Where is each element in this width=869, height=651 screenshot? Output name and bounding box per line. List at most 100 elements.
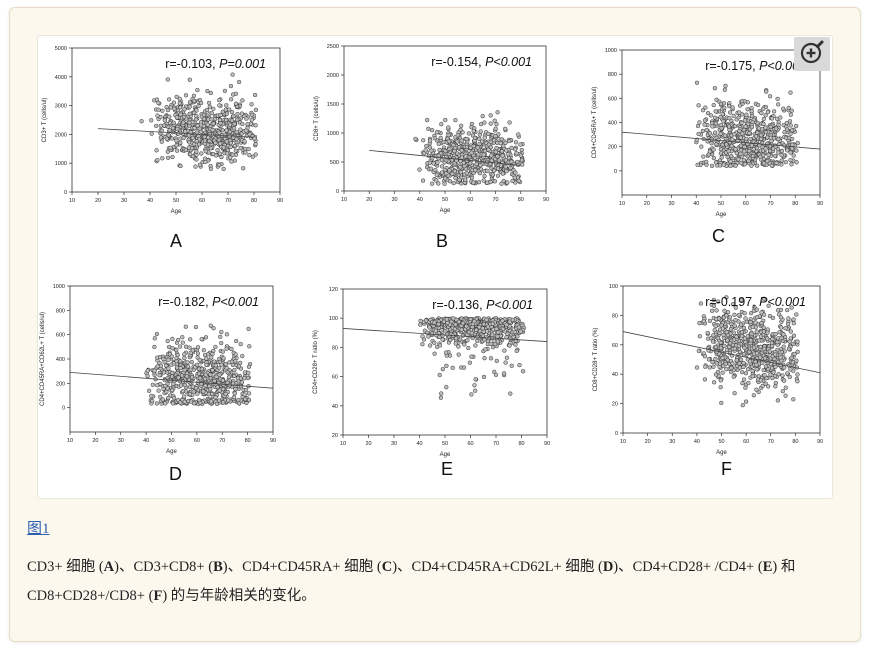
data-point — [700, 108, 706, 113]
data-point — [503, 140, 508, 145]
y-tick-label: 2000 — [327, 73, 339, 79]
data-point — [209, 391, 215, 397]
data-point — [519, 157, 525, 163]
data-point — [495, 339, 500, 344]
data-point — [725, 338, 730, 343]
data-point — [791, 153, 796, 158]
data-point — [510, 317, 515, 323]
data-point — [240, 98, 245, 103]
data-point — [488, 179, 493, 185]
data-point — [206, 135, 211, 140]
data-point — [786, 105, 791, 111]
data-point — [176, 131, 181, 136]
data-point — [452, 169, 457, 174]
data-point — [170, 336, 175, 342]
data-point — [733, 147, 738, 152]
data-point — [783, 160, 788, 165]
data-point — [217, 98, 222, 103]
data-point — [770, 336, 775, 342]
data-point — [710, 359, 715, 365]
data-point — [755, 163, 760, 168]
data-point — [742, 162, 747, 167]
x-tick-label: 50 — [718, 439, 724, 445]
data-point — [500, 326, 506, 332]
data-point — [208, 323, 213, 328]
data-point — [453, 117, 458, 123]
data-point — [156, 107, 161, 112]
data-point — [761, 346, 767, 351]
x-tick-label: 50 — [442, 197, 448, 203]
x-tick-label: 10 — [67, 438, 73, 444]
scatter-panel-e: 10 20 30 40 50 60 70 80 9020406080100120AgeCD4+C… — [313, 287, 550, 458]
data-point — [478, 163, 483, 168]
data-point — [481, 321, 487, 327]
trend-line — [97, 128, 255, 138]
data-point — [181, 120, 186, 125]
panel-letter-d: D — [169, 464, 182, 484]
data-point — [156, 388, 161, 393]
data-point — [236, 401, 242, 406]
data-point — [781, 378, 787, 383]
data-point — [439, 391, 444, 396]
data-point — [710, 339, 716, 344]
data-point — [203, 372, 208, 377]
data-point — [493, 156, 498, 162]
data-point — [743, 399, 749, 404]
caption-panel-letter: A — [103, 559, 115, 575]
data-point — [776, 122, 781, 128]
data-point — [769, 365, 775, 371]
data-point — [466, 131, 472, 136]
data-point — [742, 336, 748, 341]
data-point — [721, 162, 726, 167]
data-point — [778, 307, 784, 313]
data-point — [778, 355, 783, 360]
data-point — [181, 135, 186, 141]
data-point — [190, 348, 195, 353]
p-value: P<0.001 — [759, 295, 806, 309]
data-point — [791, 317, 796, 322]
zoom-button[interactable] — [794, 37, 830, 71]
data-point — [697, 120, 702, 125]
x-tick-label: 30 — [669, 439, 675, 445]
data-point — [247, 344, 252, 349]
data-point — [759, 110, 764, 116]
data-point — [201, 112, 207, 118]
x-tick-label: 80 — [792, 439, 798, 445]
data-point — [715, 335, 721, 341]
data-point — [699, 144, 704, 149]
data-point — [246, 364, 252, 369]
data-point — [778, 315, 784, 320]
figure-link[interactable]: 图1 — [27, 521, 50, 537]
data-point — [788, 158, 793, 163]
data-point — [221, 356, 226, 361]
data-point — [500, 171, 506, 176]
data-point — [732, 312, 737, 317]
data-point — [427, 145, 433, 150]
data-point — [789, 108, 794, 113]
data-point — [513, 342, 518, 347]
data-point — [178, 383, 184, 388]
data-point — [213, 395, 218, 400]
data-point — [211, 106, 216, 111]
data-point — [493, 126, 498, 131]
data-point — [192, 98, 197, 104]
y-tick-label: 800 — [608, 72, 617, 78]
data-point — [187, 120, 192, 125]
data-point — [775, 398, 781, 403]
data-point — [776, 102, 781, 107]
data-point — [726, 124, 732, 129]
data-point — [718, 345, 724, 350]
data-point — [233, 91, 239, 96]
data-point — [192, 125, 197, 131]
data-point — [751, 147, 756, 152]
y-tick-label: 500 — [330, 160, 339, 166]
p-value: P=0.001 — [219, 57, 266, 71]
data-point — [748, 310, 754, 316]
data-point — [504, 148, 509, 153]
data-point — [209, 355, 214, 360]
data-point — [760, 383, 765, 389]
data-point — [451, 142, 456, 148]
data-point — [165, 338, 170, 344]
data-point — [189, 146, 195, 151]
data-point — [450, 171, 455, 176]
